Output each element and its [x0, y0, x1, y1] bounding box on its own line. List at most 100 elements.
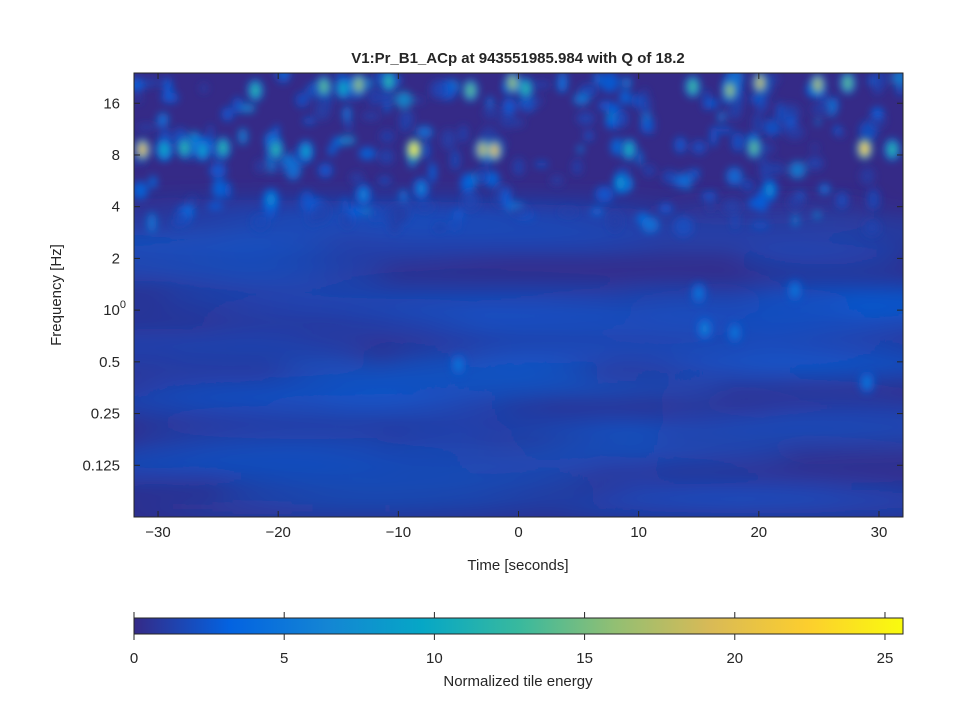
texture-band [638, 415, 903, 431]
hotspot [301, 144, 310, 159]
hotspot [417, 181, 426, 196]
y-tick-label: 16 [103, 95, 120, 112]
texture-speck [867, 77, 876, 85]
hotspot [862, 375, 871, 390]
texture-speck [358, 147, 376, 160]
texture-speck [715, 127, 734, 134]
texture-speck [378, 148, 394, 165]
texture-speck [583, 130, 594, 142]
texture-speck [188, 196, 197, 207]
hotspot [359, 187, 368, 202]
texture-speck [835, 191, 849, 209]
texture-speck [701, 191, 717, 201]
x-tick-label: −10 [386, 524, 411, 541]
texture-speck [430, 79, 448, 100]
hotspot [756, 75, 765, 90]
texture-speck [833, 125, 841, 135]
colorbar-tick-label: 10 [426, 650, 443, 667]
texture-speck [674, 137, 687, 154]
hotspot [198, 143, 207, 158]
x-tick-label: −20 [265, 524, 290, 541]
texture-speck [461, 190, 480, 212]
texture-speck [792, 214, 799, 227]
hotspot [725, 83, 734, 98]
texture-speck [389, 222, 400, 233]
texture-band [731, 250, 903, 267]
texture-speck [704, 99, 719, 109]
texture-speck [207, 202, 224, 210]
hotspot [843, 75, 852, 90]
texture-band [134, 365, 308, 374]
texture-speck [673, 216, 694, 237]
texture-band [338, 220, 826, 232]
texture-speck [183, 204, 195, 218]
texture-speck [312, 200, 330, 223]
texture-speck [640, 119, 654, 134]
texture-band [430, 380, 726, 397]
hotspot [271, 142, 280, 157]
texture-speck [690, 169, 701, 176]
hotspot [354, 77, 363, 92]
texture-speck [398, 110, 414, 127]
y-tick-superscript: 0 [120, 299, 126, 311]
y-tick-label: 4 [112, 199, 120, 216]
texture-speck [318, 163, 333, 178]
texture-band [640, 238, 903, 246]
texture-speck [285, 158, 302, 181]
texture-band [645, 433, 903, 443]
y-tick-label: 0.125 [82, 457, 120, 474]
texture-band [263, 400, 454, 410]
hotspot [454, 357, 463, 372]
colorbar-tick-label: 25 [877, 650, 894, 667]
y-tick-label: 0.25 [91, 406, 120, 423]
hotspot [860, 141, 869, 156]
hotspot [478, 142, 487, 157]
texture-band [158, 286, 718, 295]
texture-speck [483, 106, 498, 119]
texture-band [215, 484, 603, 496]
texture-speck [871, 107, 884, 119]
texture-speck [532, 80, 551, 89]
texture-speck [595, 185, 614, 203]
texture-speck [636, 150, 643, 166]
texture-speck [751, 221, 770, 230]
texture-speck [399, 121, 411, 132]
texture-speck [484, 170, 500, 188]
texture-speck [295, 92, 310, 108]
texture-speck [395, 91, 413, 109]
texture-speck [726, 167, 743, 186]
hotspot [694, 286, 703, 301]
hotspot [765, 183, 774, 198]
hotspot [466, 83, 475, 98]
texture-speck [377, 176, 392, 185]
texture-speck [460, 173, 474, 194]
colorbar-tick-label: 20 [726, 650, 743, 667]
texture-speck [748, 197, 760, 209]
hotspot [160, 142, 169, 157]
texture-speck [534, 161, 549, 168]
colorbar-tick-label: 0 [130, 650, 138, 667]
y-tick-label: 0.5 [99, 354, 120, 371]
texture-speck [134, 79, 146, 91]
texture-speck [341, 197, 349, 215]
y-tick-label: 8 [112, 147, 120, 164]
texture-speck [732, 213, 739, 230]
texture-speck [232, 97, 244, 114]
texture-speck [608, 211, 622, 232]
texture-speck [200, 83, 208, 94]
texture-speck [891, 73, 903, 87]
texture-speck [270, 162, 287, 172]
texture-speck [810, 102, 831, 116]
texture-band [134, 330, 468, 343]
texture-speck [134, 91, 142, 104]
texture-speck [619, 89, 631, 105]
texture-speck [759, 154, 767, 167]
texture-speck [338, 135, 356, 145]
hotspot [813, 77, 822, 92]
texture-speck [641, 216, 659, 233]
texture-speck [143, 78, 159, 88]
x-tick-label: 30 [871, 524, 888, 541]
texture-speck [631, 93, 644, 109]
colorbar-frame [133, 617, 904, 635]
